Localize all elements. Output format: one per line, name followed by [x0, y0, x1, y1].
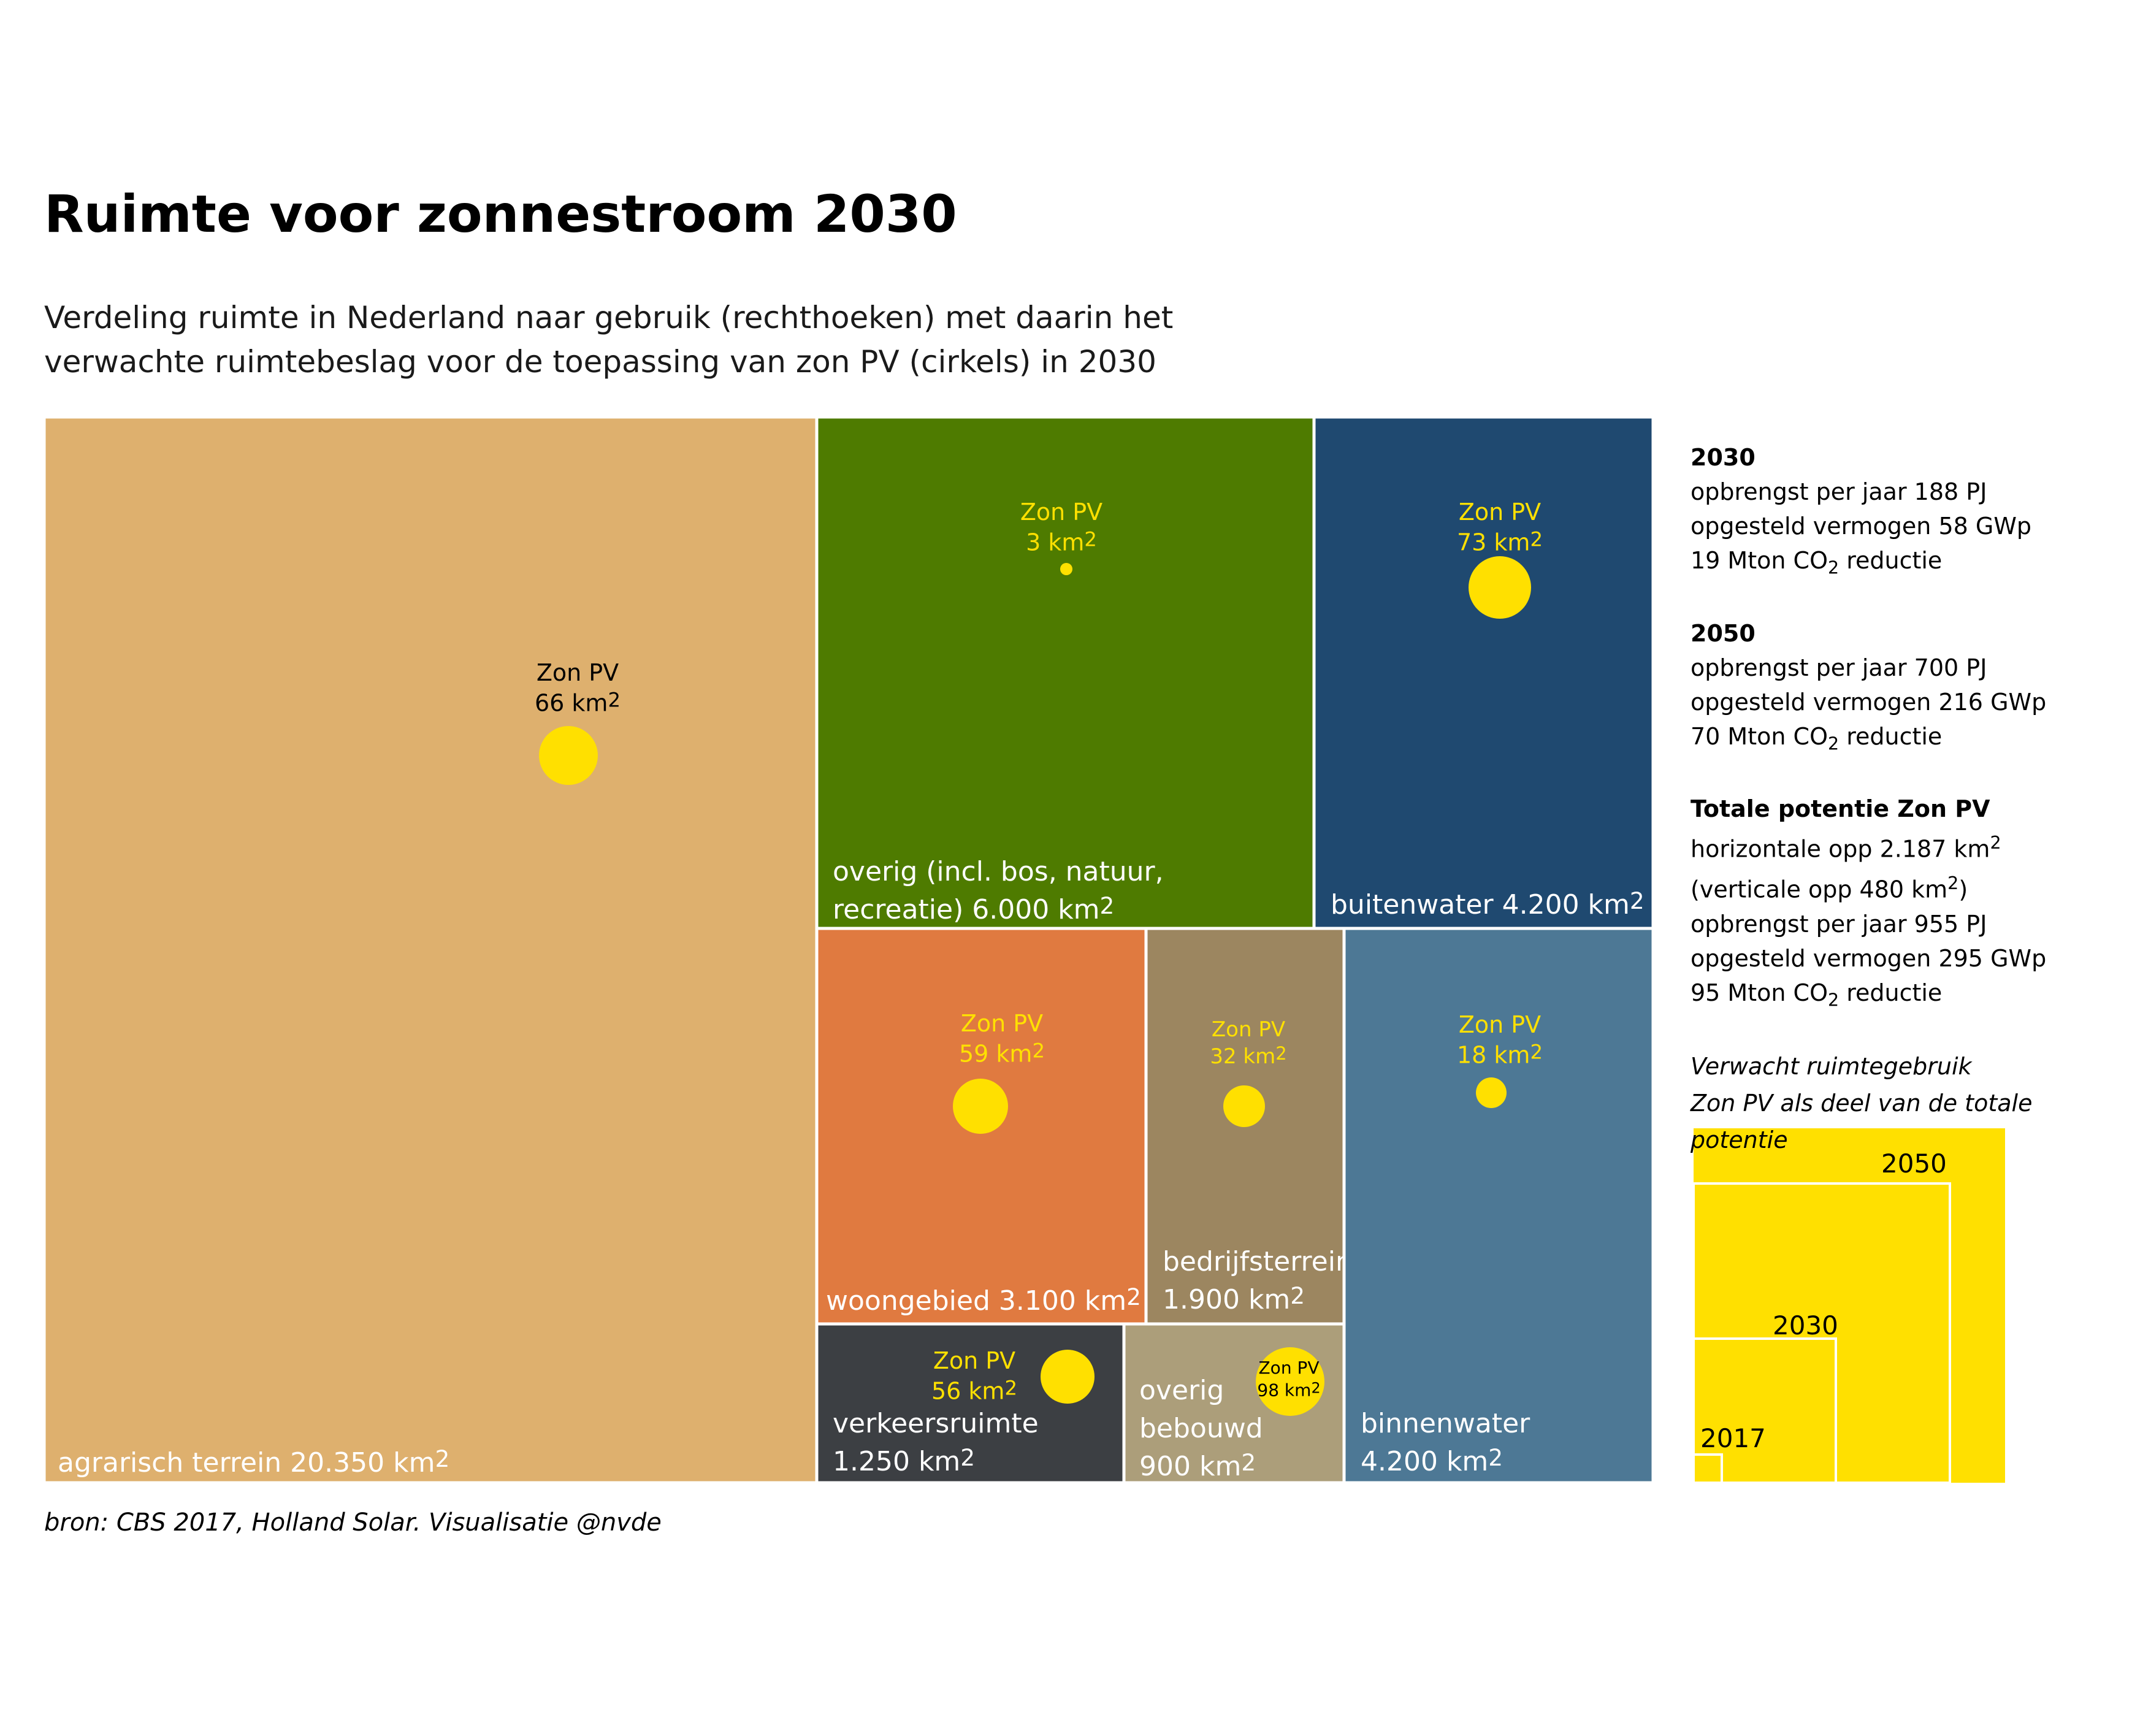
- pv-circle: [1060, 563, 1072, 575]
- pv-label: Zon PV: [1212, 1017, 1285, 1042]
- side-block-line: opbrengst per jaar 955 PJ: [1691, 910, 1987, 938]
- category-label: overig (incl. bos, natuur,: [833, 856, 1164, 887]
- treemap-cell-overig-incl-bos-natuur-recreatie: [815, 415, 1316, 930]
- category-label: 4.200 km2: [1361, 1444, 1503, 1477]
- pv-value: 3 km2: [1026, 528, 1097, 556]
- category-label: 1.250 km2: [833, 1444, 975, 1477]
- category-label: agrarisch terrein 20.350 km2: [58, 1445, 449, 1478]
- pv-value: 98 km2: [1257, 1379, 1320, 1400]
- side-note: Verwacht ruimtegebruik Zon PV als deel va…: [1691, 1048, 2144, 1158]
- pv-label: Zon PV: [961, 1010, 1043, 1037]
- side-block-line: opgesteld vermogen 295 GWp: [1691, 944, 2047, 972]
- page-subtitle: Verdeling ruimte in Nederland naar gebru…: [44, 296, 1270, 384]
- category-label: bebouwd: [1139, 1413, 1263, 1444]
- side-block-line: 19 Mton CO2 reductie: [1691, 547, 1943, 578]
- potential-square-2030: [1692, 1337, 1837, 1484]
- pv-value: 32 km2: [1210, 1043, 1286, 1069]
- treemap-cell-buitenwater: [1312, 415, 1655, 930]
- pv-circle: [1469, 556, 1531, 619]
- side-block: 2050 opbrengst per jaar 700 PJ opgesteld v…: [1691, 616, 2144, 762]
- category-label: recreatie) 6.000 km2: [833, 892, 1114, 925]
- pv-label: Zon PV: [933, 1347, 1015, 1374]
- pv-circle: [953, 1079, 1008, 1134]
- category-label: bedrijfsterrein: [1163, 1246, 1353, 1277]
- pv-circle: [539, 726, 598, 785]
- side-note-line: Zon PV als deel van de totale: [1691, 1090, 2033, 1117]
- side-block-line: horizontale opp 2.187 km2: [1691, 833, 2001, 863]
- treemap-cell-binnenwater: [1342, 927, 1655, 1485]
- side-note-line: potentie: [1691, 1126, 1788, 1154]
- pv-label: Zon PV: [1459, 499, 1541, 526]
- pv-circle: [1256, 1347, 1324, 1416]
- potential-total-square: [1694, 1128, 2005, 1483]
- pv-circle: [1476, 1077, 1507, 1108]
- category-label: verkeersruimte: [833, 1408, 1039, 1439]
- subtitle-line: verwachte ruimtebeslag voor de toepassin…: [44, 344, 1156, 380]
- side-block-line: opbrengst per jaar 700 PJ: [1691, 654, 1987, 681]
- potential-year-label: 2030: [1773, 1310, 1838, 1340]
- source-note: bron: CBS 2017, Holland Solar. Visualisa…: [44, 1508, 662, 1537]
- pv-value: 66 km2: [535, 689, 621, 717]
- side-block-heading: Totale potentie Zon PV: [1691, 795, 1990, 823]
- pv-value: 56 km2: [931, 1377, 1017, 1405]
- category-label: 1.900 km2: [1163, 1282, 1305, 1315]
- pv-value: 59 km2: [959, 1039, 1045, 1068]
- side-note-line: Verwacht ruimtegebruik: [1691, 1053, 1972, 1080]
- potential-year-label: 2050: [1881, 1149, 1947, 1179]
- side-block: 2030 opbrengst per jaar 188 PJ opgesteld v…: [1691, 440, 2144, 586]
- side-block-heading: 2050: [1691, 619, 1756, 647]
- side-block-line: 70 Mton CO2 reductie: [1691, 722, 1943, 754]
- category-label: overig: [1139, 1375, 1224, 1406]
- category-label: 900 km2: [1139, 1449, 1256, 1482]
- pv-value: 18 km2: [1457, 1041, 1543, 1069]
- subtitle-line: Verdeling ruimte in Nederland naar gebru…: [44, 300, 1174, 335]
- category-label: woongebied 3.100 km2: [826, 1283, 1141, 1317]
- side-panel: 2030 opbrengst per jaar 188 PJ opgesteld v…: [1691, 440, 2144, 1158]
- pv-label: Zon PV: [1020, 499, 1102, 526]
- potential-year-label: 2017: [1700, 1423, 1766, 1453]
- side-block-line: opgesteld vermogen 216 GWp: [1691, 688, 2047, 716]
- side-block-heading: 2030: [1691, 444, 1756, 471]
- pv-label: Zon PV: [1259, 1358, 1320, 1378]
- side-block-line: 95 Mton CO2 reductie: [1691, 979, 1943, 1011]
- pv-label: Zon PV: [1459, 1011, 1541, 1038]
- potential-square-2017: [1692, 1453, 1723, 1484]
- pv-value: 73 km2: [1457, 528, 1543, 556]
- category-label: buitenwater 4.200 km2: [1331, 887, 1645, 920]
- treemap-cell-agrarisch-terrein: [42, 415, 819, 1485]
- category-label: binnenwater: [1361, 1408, 1530, 1439]
- pv-circle: [1223, 1085, 1265, 1127]
- side-block: Totale potentie Zon PV horizontale opp 2.…: [1691, 792, 2144, 1017]
- page-title: Ruimte voor zonnestroom 2030: [44, 184, 957, 244]
- side-block-line: opbrengst per jaar 188 PJ: [1691, 478, 1987, 505]
- pv-label: Zon PV: [537, 659, 619, 686]
- treemap-cell-overig-bebouwd: [1122, 1322, 1346, 1485]
- side-block-line: (verticale opp 480 km2): [1691, 873, 1968, 903]
- pv-circle: [1041, 1350, 1095, 1404]
- side-block-line: opgesteld vermogen 58 GWp: [1691, 513, 2032, 540]
